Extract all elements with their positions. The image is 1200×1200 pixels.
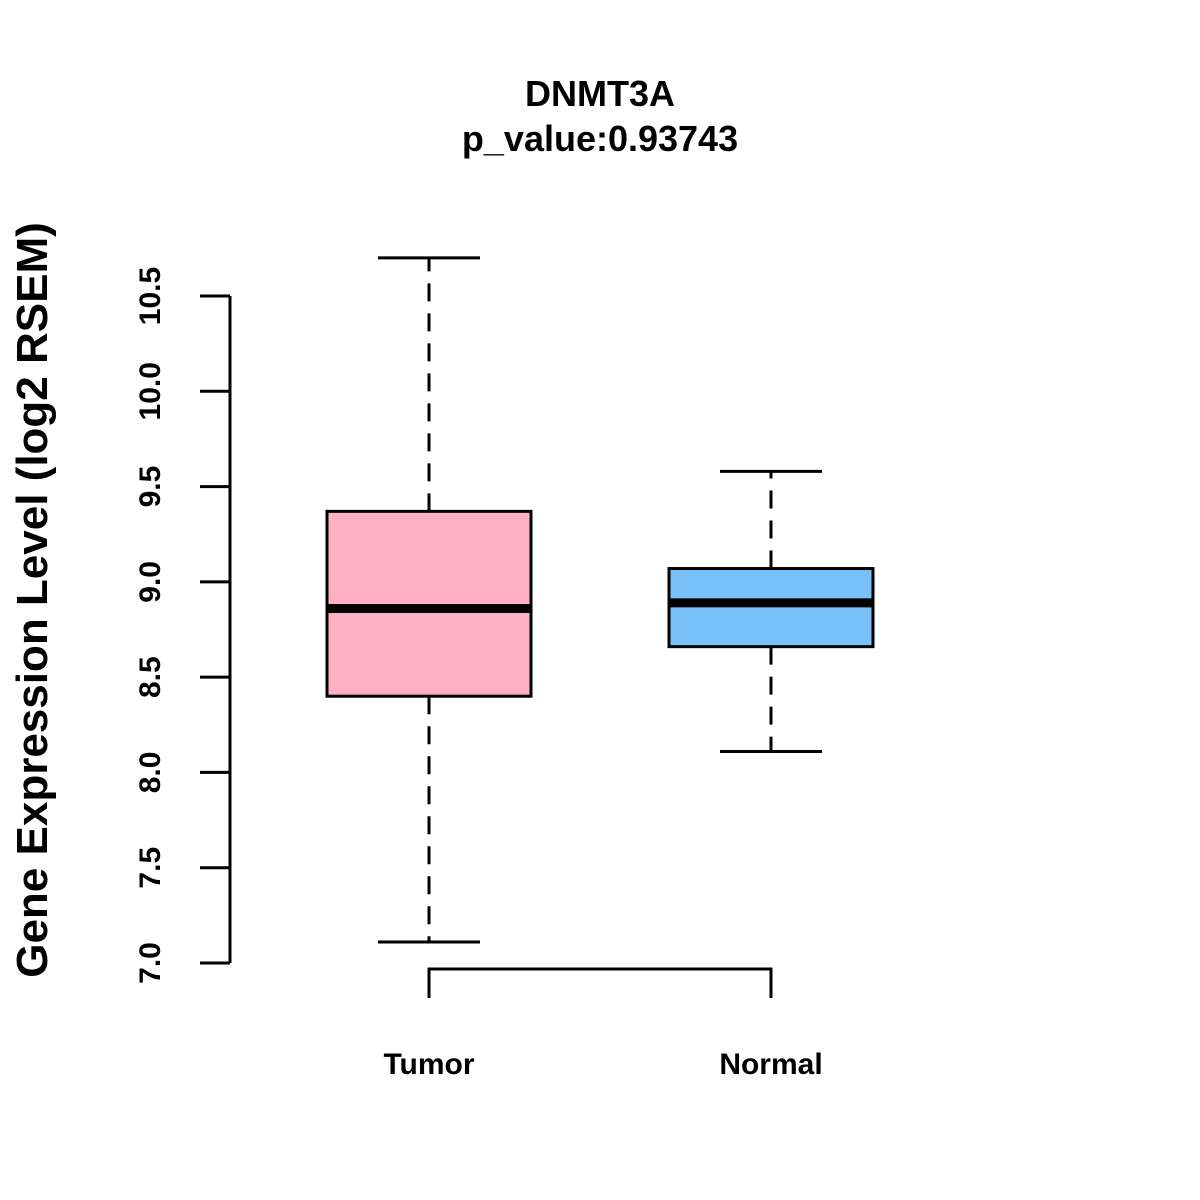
- chart-title: DNMT3A: [525, 73, 675, 114]
- y-axis-label: Gene Expression Level (log2 RSEM): [8, 222, 57, 978]
- box-normal: [667, 469, 875, 753]
- x-axis-labels: Tumor Normal: [383, 1048, 822, 1081]
- y-tick-label: 8.0: [134, 752, 167, 794]
- chart-subtitle: p_value:0.93743: [462, 118, 738, 159]
- iqr-box: [667, 567, 875, 649]
- y-tick-label: 8.5: [134, 656, 167, 698]
- bracket-line: [427, 967, 773, 998]
- y-tick-label: 9.5: [134, 466, 167, 508]
- comparison-bracket: [427, 967, 773, 998]
- iqr-box: [325, 509, 533, 698]
- y-tick-label: 10.5: [134, 267, 167, 325]
- y-tick-label: 7.0: [134, 942, 167, 984]
- y-tick-label: 10.0: [134, 362, 167, 420]
- box-tumor: [325, 256, 533, 944]
- x-tick-label-tumor: Tumor: [383, 1048, 474, 1081]
- y-tick-label: 9.0: [134, 561, 167, 603]
- x-tick-label-normal: Normal: [719, 1048, 822, 1081]
- y-axis: 7.0 7.5 8.0 8.5 9.0 9.5 10.0 10.5: [134, 267, 232, 984]
- y-tick-label: 7.5: [134, 847, 167, 889]
- boxes: [325, 256, 875, 944]
